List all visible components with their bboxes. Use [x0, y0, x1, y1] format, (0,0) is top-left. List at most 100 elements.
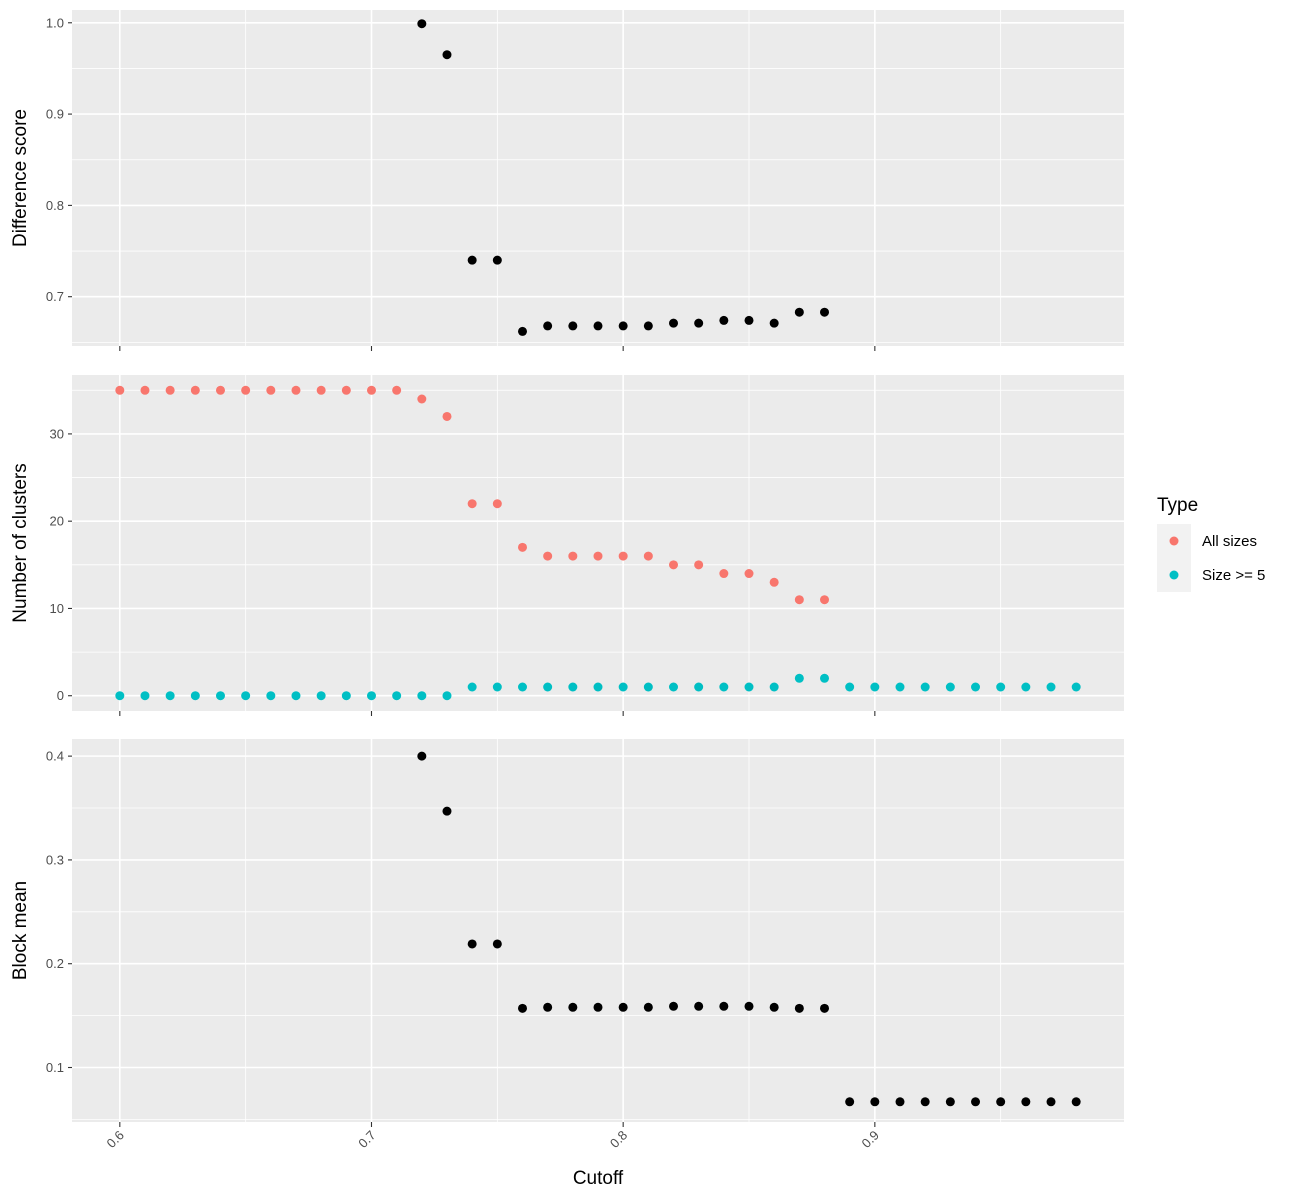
data-point: [543, 551, 553, 561]
data-point: [593, 1002, 603, 1012]
data-point: [190, 385, 200, 395]
legend-key-point: [1169, 536, 1179, 546]
data-point: [971, 682, 981, 692]
x-tick-label: 0.7: [355, 1128, 378, 1151]
data-point: [442, 691, 452, 701]
legend-entry-label: All sizes: [1202, 533, 1257, 550]
x-tick-label: 0.8: [607, 1128, 630, 1151]
data-point: [266, 691, 276, 701]
y-tick-label: 0.7: [46, 289, 64, 304]
data-point: [945, 682, 955, 692]
data-point: [643, 1002, 653, 1012]
data-point: [442, 806, 452, 816]
y-tick-label: 0.2: [46, 956, 64, 971]
data-point: [694, 318, 704, 328]
data-point: [140, 385, 150, 395]
series-1: [417, 751, 1081, 1107]
data-point: [417, 751, 427, 761]
data-point: [1021, 1097, 1031, 1107]
data-point: [669, 1001, 679, 1011]
data-point: [316, 385, 326, 395]
y-axis-title: Block mean: [10, 881, 31, 980]
legend-key-point: [1169, 570, 1179, 580]
data-point: [618, 682, 628, 692]
data-point: [517, 326, 527, 336]
data-point: [618, 321, 628, 331]
y-tick-label: 0.3: [46, 852, 64, 867]
data-point: [568, 551, 578, 561]
data-point: [1046, 682, 1056, 692]
data-point: [719, 315, 729, 325]
data-point: [996, 682, 1006, 692]
y-tick-label: 0: [57, 688, 64, 703]
x-axis-title: Cutoff: [573, 1168, 624, 1189]
data-point: [593, 551, 603, 561]
data-point: [920, 1097, 930, 1107]
data-point: [442, 50, 452, 60]
data-point: [694, 682, 704, 692]
series-2-size-5: [115, 673, 1081, 701]
data-point: [568, 1002, 578, 1012]
data-point: [568, 682, 578, 692]
data-point: [996, 1097, 1006, 1107]
data-point: [845, 682, 855, 692]
data-point: [694, 560, 704, 570]
data-point: [467, 255, 477, 265]
y-axis-title: Number of clusters: [10, 463, 31, 622]
data-point: [1071, 1097, 1081, 1107]
data-point: [1021, 682, 1031, 692]
series-1: [417, 19, 830, 336]
panel-background: [72, 739, 1124, 1122]
data-point: [794, 1003, 804, 1013]
data-point: [417, 394, 427, 404]
data-point: [417, 691, 427, 701]
panel-background: [72, 10, 1124, 346]
data-point: [719, 1001, 729, 1011]
y-tick-label: 20: [50, 514, 64, 529]
data-point: [316, 691, 326, 701]
data-point: [492, 682, 502, 692]
x-tick-label: 0.9: [859, 1128, 882, 1151]
data-point: [820, 673, 830, 683]
data-point: [971, 1097, 981, 1107]
y-tick-label: 0.8: [46, 198, 64, 213]
data-point: [769, 318, 779, 328]
panel-2: 0 10 20 30 Number of clusters: [10, 375, 1124, 716]
series-1-all-sizes: [115, 385, 830, 605]
data-point: [115, 385, 125, 395]
y-axis-title: Difference score: [10, 109, 31, 247]
data-point: [769, 682, 779, 692]
data-point: [593, 682, 603, 692]
data-point: [1046, 1097, 1056, 1107]
data-point: [744, 569, 754, 579]
data-point: [845, 1097, 855, 1107]
data-point: [794, 595, 804, 605]
data-point: [543, 1002, 553, 1012]
data-point: [870, 682, 880, 692]
data-point: [669, 560, 679, 570]
data-point: [115, 691, 125, 701]
data-point: [341, 691, 351, 701]
data-point: [895, 682, 905, 692]
data-point: [694, 1001, 704, 1011]
data-point: [241, 691, 251, 701]
data-point: [744, 1001, 754, 1011]
data-point: [165, 385, 175, 395]
data-point: [643, 321, 653, 331]
data-point: [492, 255, 502, 265]
data-point: [719, 569, 729, 579]
data-point: [920, 682, 930, 692]
y-tick-label: 0.9: [46, 107, 64, 122]
panel-3: 0.1 0.2 0.3 0.4 Block mean: [10, 739, 1124, 1127]
data-point: [945, 1097, 955, 1107]
legend-title: Type: [1157, 495, 1198, 516]
panel-1: 0.7 0.8 0.9 1.0 Difference score: [10, 10, 1124, 351]
data-point: [643, 682, 653, 692]
y-tick-label: 0.1: [46, 1060, 64, 1075]
data-point: [140, 691, 150, 701]
data-point: [241, 385, 251, 395]
data-point: [366, 385, 376, 395]
data-point: [417, 19, 427, 29]
